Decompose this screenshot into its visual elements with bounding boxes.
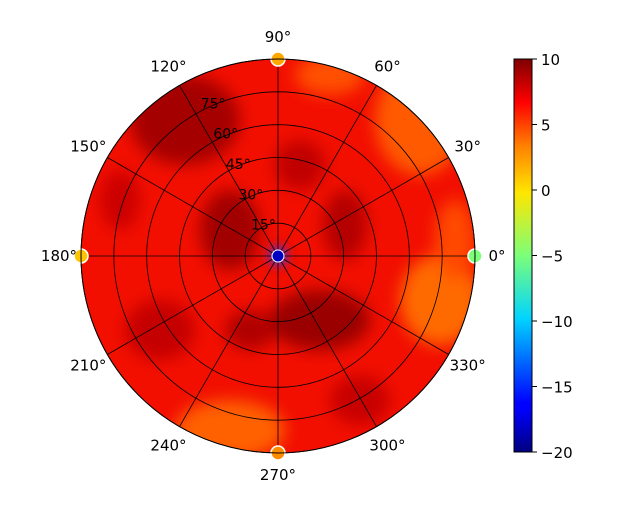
- field-blob: [100, 170, 140, 230]
- grid-spoke-120: [179, 85, 279, 257]
- grid-spoke-330: [277, 255, 449, 355]
- colorbar-gradient: [513, 58, 533, 453]
- angle-label-60: 60°: [374, 57, 401, 75]
- angle-label-120: 120°: [150, 57, 186, 75]
- colorbar-tick-label-5: −15: [541, 379, 573, 397]
- colorbar-tick-label-3: −5: [541, 248, 563, 266]
- field-blob: [270, 290, 370, 350]
- field-blob: [225, 310, 275, 350]
- field-blob: [330, 375, 390, 425]
- grid-spoke-300: [277, 255, 377, 427]
- angle-tick-labels: 0° 30° 60° 90° 120° 150° 180° 210° 240° 270° 300° 3…: [41, 28, 506, 484]
- angle-label-180: 180°: [41, 247, 77, 265]
- radial-label-15: 15°: [251, 218, 276, 234]
- radial-label-75: 75°: [201, 96, 226, 112]
- polar-grid: [80, 58, 476, 454]
- grid-spoke-240: [179, 255, 279, 427]
- angle-label-30: 30°: [454, 138, 481, 156]
- angle-label-210: 210°: [70, 357, 106, 375]
- field-blob: [200, 190, 260, 270]
- field-blob: [275, 140, 325, 190]
- grid-spoke-210: [107, 255, 279, 355]
- center-marker: [271, 249, 285, 263]
- heatmap-field: [81, 59, 475, 453]
- angle-label-150: 150°: [70, 138, 106, 156]
- angle-label-300: 300°: [369, 437, 405, 455]
- radial-label-60: 60°: [213, 127, 238, 143]
- colorbar-ticks: 10 5 0 −5 −10 −15 −20: [532, 51, 573, 462]
- colorbar-tick-label-1: 5: [541, 117, 551, 135]
- radial-label-45: 45°: [226, 157, 251, 173]
- radial-label-30: 30°: [238, 187, 263, 203]
- grid-spoke-150: [107, 157, 279, 257]
- angle-label-0: 0°: [488, 247, 505, 265]
- field-blob: [435, 200, 475, 280]
- field-blob: [175, 400, 285, 453]
- colorbar-tick-label-4: −10: [541, 313, 573, 331]
- angle-label-90: 90°: [265, 28, 292, 46]
- polar-frame: [80, 58, 476, 454]
- colorbar-tick-label-6: −20: [541, 444, 573, 462]
- angle-label-330: 330°: [450, 357, 486, 375]
- colorbar: 10 5 0 −5 −10 −15 −20: [513, 51, 573, 462]
- grid-spoke-60: [277, 85, 377, 257]
- angle-label-240: 240°: [150, 437, 186, 455]
- grid-spoke-30: [277, 157, 449, 257]
- field-blob: [130, 75, 240, 165]
- field-blob: [323, 190, 367, 260]
- colorbar-tick-label-2: 0: [541, 182, 551, 200]
- colorbar-tick-label-0: 10: [541, 51, 560, 69]
- angle-label-270: 270°: [260, 466, 296, 484]
- radial-tick-labels: 15° 30° 45° 60° 75°: [201, 96, 276, 233]
- field-blob: [125, 300, 195, 360]
